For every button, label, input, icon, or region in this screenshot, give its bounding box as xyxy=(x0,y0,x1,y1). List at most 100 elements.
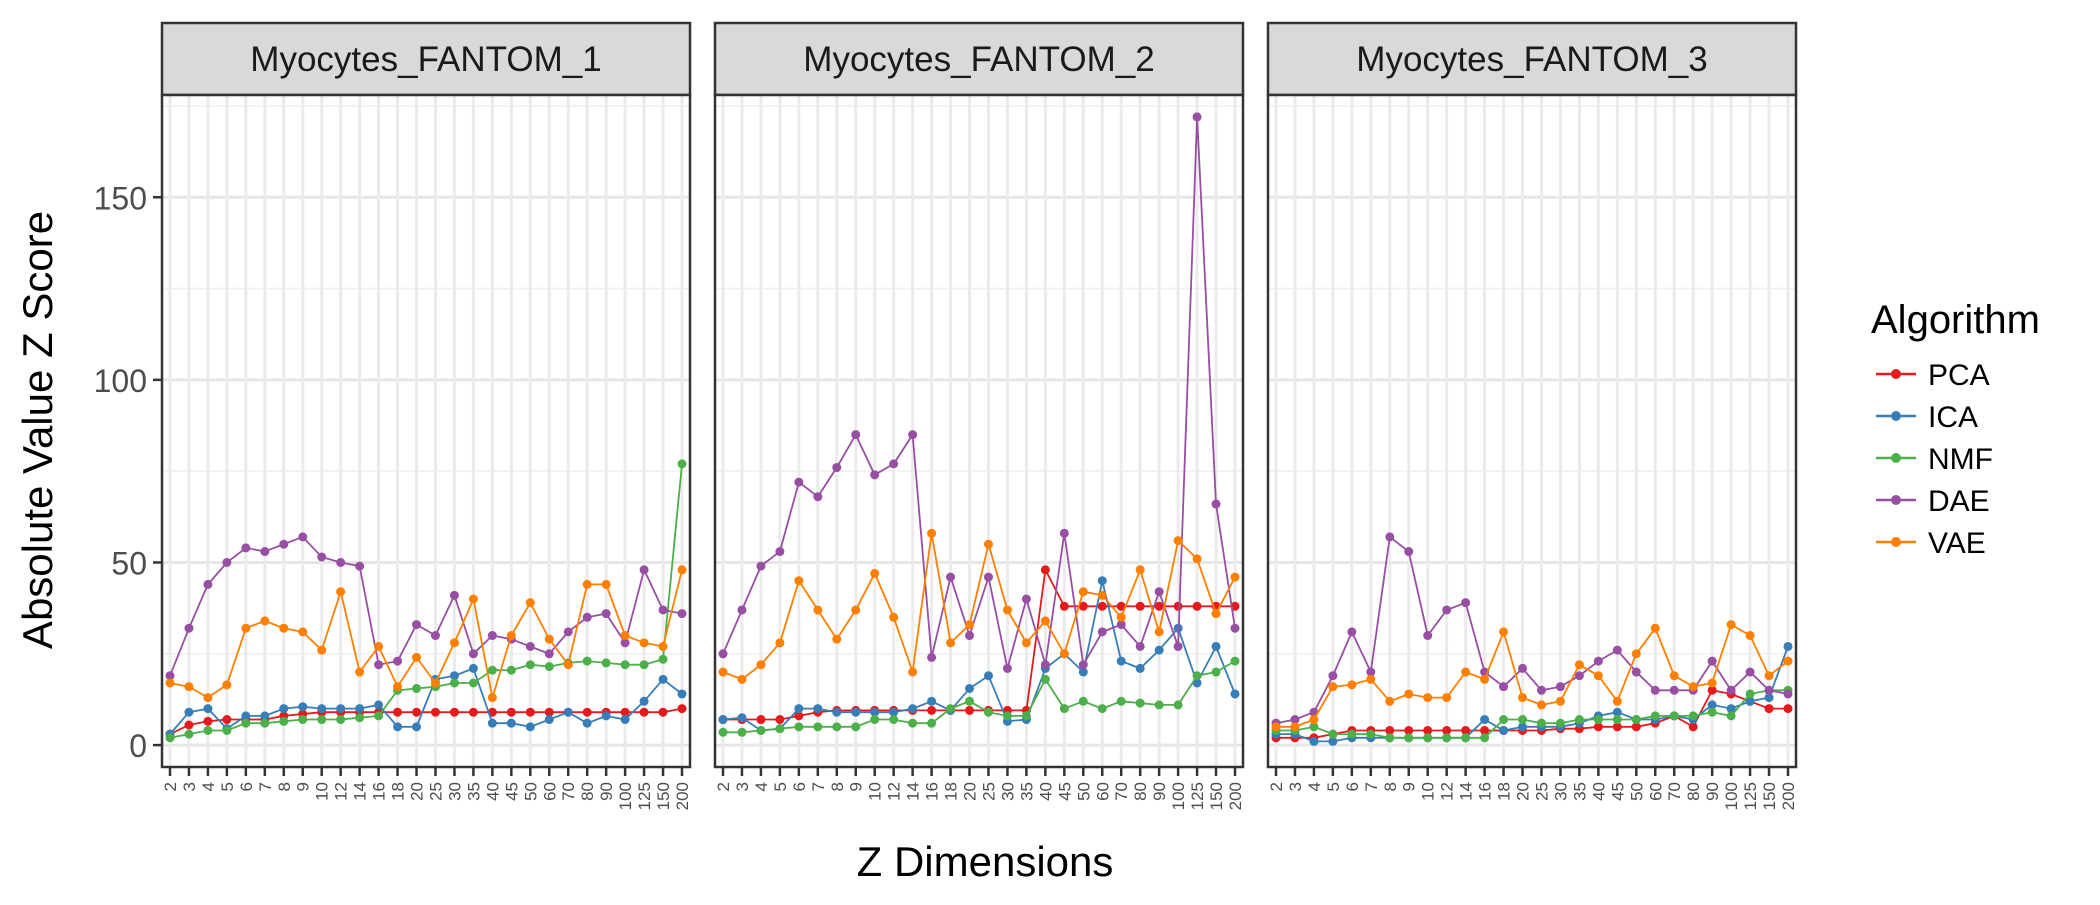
data-point-ica xyxy=(1707,700,1717,710)
data-point-dae xyxy=(908,430,918,440)
data-point-ica xyxy=(1135,663,1145,673)
data-point-nmf xyxy=(1230,656,1240,666)
data-point-ica xyxy=(449,671,459,681)
data-point-dae xyxy=(355,561,365,571)
data-point-ica xyxy=(832,707,842,717)
data-point-vae xyxy=(393,682,403,692)
data-point-vae xyxy=(737,674,747,684)
data-point-nmf xyxy=(449,678,459,688)
data-point-nmf xyxy=(1574,715,1584,725)
data-point-vae xyxy=(222,680,232,690)
series-line-ica xyxy=(169,667,683,735)
data-point-dae xyxy=(965,631,975,641)
data-point-dae xyxy=(1783,689,1793,699)
data-point-ica xyxy=(658,674,668,684)
data-point-vae xyxy=(851,605,861,615)
data-point-vae xyxy=(927,528,937,538)
data-point-vae xyxy=(1135,565,1145,575)
data-point-ica xyxy=(1499,725,1509,735)
data-point-nmf xyxy=(279,716,289,726)
y-axis-title: Absolute Value Z Score xyxy=(14,211,61,649)
data-point-ica xyxy=(927,696,937,706)
data-point-dae xyxy=(737,605,747,615)
data-point-dae xyxy=(430,631,440,641)
data-point-dae xyxy=(1078,660,1088,670)
x-tick-label: 40 xyxy=(483,782,502,801)
x-tick-label: 70 xyxy=(559,782,578,801)
data-point-nmf xyxy=(222,725,232,735)
data-point-vae xyxy=(1518,693,1528,703)
data-point-pca xyxy=(1442,725,1452,735)
x-tick-label: 200 xyxy=(1779,782,1798,810)
legend-key-point xyxy=(1891,411,1901,421)
x-tick-label: 70 xyxy=(1665,782,1684,801)
data-point-vae xyxy=(412,652,422,662)
data-point-dae xyxy=(756,561,766,571)
data-point-dae xyxy=(1230,623,1240,633)
data-point-pca xyxy=(1385,725,1395,735)
data-point-dae xyxy=(298,532,308,542)
data-point-vae xyxy=(1271,722,1281,732)
data-point-dae xyxy=(677,609,687,619)
x-tick-label: 125 xyxy=(1188,782,1207,810)
data-point-nmf xyxy=(1499,715,1509,725)
data-point-nmf xyxy=(1040,674,1050,684)
x-tick-label: 40 xyxy=(1036,782,1055,801)
x-tick-label: 2 xyxy=(161,782,180,791)
data-point-ica xyxy=(1097,576,1107,586)
data-point-nmf xyxy=(1366,729,1376,739)
data-point-dae xyxy=(1154,587,1164,597)
x-tick-label: 6 xyxy=(1343,782,1362,791)
data-point-nmf xyxy=(1328,729,1338,739)
panel-2: Myocytes_FANTOM_22 3 4 5 6 7 8 9 10 12 14 16 18 20 25 3… xyxy=(713,21,1245,810)
x-tick-label: 20 xyxy=(961,782,980,801)
data-point-nmf xyxy=(1631,715,1641,725)
data-point-dae xyxy=(468,649,478,659)
data-point-pca xyxy=(449,707,459,717)
data-point-dae xyxy=(563,627,573,637)
data-point-nmf xyxy=(412,683,422,693)
data-point-vae xyxy=(718,667,728,677)
data-point-ica xyxy=(1211,641,1221,651)
data-point-nmf xyxy=(1154,700,1164,710)
data-point-pca xyxy=(1135,601,1145,611)
data-point-dae xyxy=(1726,685,1736,695)
x-tick-label: 125 xyxy=(1741,782,1760,810)
data-point-vae xyxy=(203,693,213,703)
data-point-pca xyxy=(544,707,554,717)
data-point-nmf xyxy=(1555,718,1565,728)
data-point-pca xyxy=(222,715,232,725)
data-point-ica xyxy=(1764,693,1774,703)
x-tick-label: 90 xyxy=(1150,782,1169,801)
data-point-vae xyxy=(563,660,573,670)
data-point-pca xyxy=(1059,601,1069,611)
data-point-ica xyxy=(1309,736,1319,746)
x-tick-label: 45 xyxy=(1608,782,1627,801)
data-point-dae xyxy=(184,623,194,633)
data-point-dae xyxy=(946,572,956,582)
x-tick-label: 18 xyxy=(389,782,408,801)
x-tick-label: 14 xyxy=(1457,782,1476,801)
x-tick-label: 25 xyxy=(1532,782,1551,801)
x-axis-title: Z Dimensions xyxy=(857,838,1114,885)
data-point-nmf xyxy=(1669,711,1679,721)
data-point-vae xyxy=(1555,696,1565,706)
data-point-pca xyxy=(203,716,213,726)
data-point-dae xyxy=(1097,627,1107,637)
data-point-dae xyxy=(1290,715,1300,725)
data-point-vae xyxy=(1669,671,1679,681)
legend: Algorithm PCA ICA NMF DAE VAE xyxy=(1871,298,2040,560)
data-point-nmf xyxy=(813,722,823,732)
x-tick-label: 4 xyxy=(1305,782,1324,791)
data-point-pca xyxy=(1764,704,1774,714)
data-point-ica xyxy=(620,715,630,725)
data-point-nmf xyxy=(525,660,535,670)
data-point-dae xyxy=(718,649,728,659)
data-point-pca xyxy=(1040,565,1050,575)
x-tick-label: 12 xyxy=(885,782,904,801)
data-point-ica xyxy=(889,707,899,717)
data-point-dae xyxy=(832,463,842,473)
data-point-nmf xyxy=(983,707,993,717)
data-point-dae xyxy=(165,671,175,681)
data-point-ica xyxy=(1783,641,1793,651)
